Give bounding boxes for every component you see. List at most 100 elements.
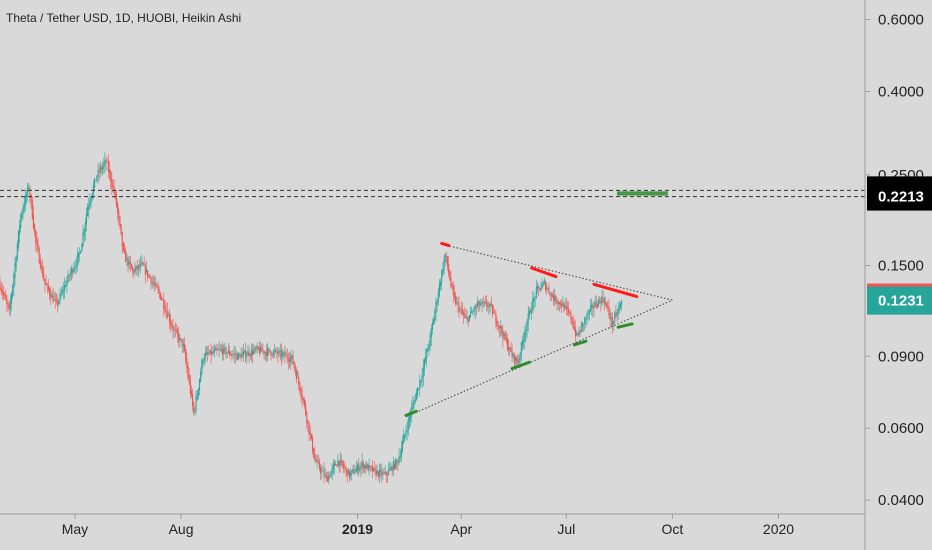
candle-body [105,160,107,162]
candle-body [528,309,530,316]
resistance-trend-segment[interactable] [530,266,558,279]
price-tick-label: 0.0900 [878,348,924,365]
candle-body [226,352,228,354]
candle-body [579,332,581,333]
candle-body [416,387,419,395]
candle-body [500,326,502,329]
price-tick-label: 0.1500 [878,258,924,275]
candle-body [59,293,61,302]
candle-body [426,349,428,359]
time-axis[interactable]: May Aug 2019 Apr Jul Oct 2020 [62,514,795,537]
candle-body [196,393,198,400]
candle-body [252,351,254,355]
candle-body [397,460,399,464]
candle-body [420,379,422,383]
candle-body [581,322,583,327]
candle-body [443,259,445,271]
candle-body [425,357,427,362]
candle-body [249,355,251,357]
candle-body [467,317,469,322]
candle-body [347,469,349,475]
candle-body [422,366,424,378]
candle-body [53,299,55,301]
candle-body [52,295,54,303]
candle-body [489,303,491,305]
candle-body [133,269,135,274]
candle-body [84,221,86,232]
candle-body [359,468,361,470]
candle-body [461,309,464,314]
candle-body [23,204,25,210]
resistance-trend-segment[interactable] [440,241,451,247]
candle-body [300,389,302,397]
triangle-lower-line[interactable] [405,299,673,418]
candle-body [541,284,543,289]
candle-body [309,431,311,436]
candle-body [406,429,408,433]
candle-body [141,262,143,265]
candle-body [618,306,620,311]
candle-body [136,266,138,270]
candle-body [448,264,450,274]
candle-body [509,347,511,350]
candle-body [4,293,6,296]
candle-body [278,351,280,355]
resistance-trend-segment[interactable] [592,282,639,299]
candle-body [36,239,38,246]
candle-body [614,314,616,323]
time-tick-label: 2020 [763,521,794,537]
candle-body [351,470,353,474]
candle-body [22,207,24,214]
candle-body [418,388,420,390]
candle-body [542,282,544,286]
price-tag-label: 0.1231 [878,293,924,310]
candle-body [413,400,415,405]
candle-body [51,294,53,298]
candle-body [118,210,120,220]
candle-body [94,178,96,188]
candle-body [353,469,355,474]
candle-body [239,354,241,356]
triangle-upper-line[interactable] [442,243,673,301]
candle-body [174,329,176,331]
highlight-box[interactable] [617,191,668,196]
candle-body [247,351,249,356]
support-trend-segment[interactable] [404,409,418,417]
candle-body [360,465,362,469]
candle-body [159,292,161,300]
support-trend-segment[interactable] [572,339,588,347]
candle-body [354,472,356,473]
support-trend-segment[interactable] [510,360,531,370]
candle-body [451,283,453,288]
candle-body [269,349,271,353]
candle-body [188,374,190,383]
candle-body [38,248,40,264]
support-trend-segment[interactable] [616,322,634,329]
candle-body [341,461,344,466]
time-tick-label: Jul [557,521,575,537]
candle-body [156,284,158,288]
candle-body [446,256,449,267]
candle-body [438,283,440,296]
candle-body [186,358,188,369]
candle-body [96,175,98,181]
candle-body [87,206,89,217]
candle-body [377,471,379,477]
candle-body [175,329,178,331]
candle-body [79,253,81,255]
candle-body [378,469,380,476]
candle-body [32,213,34,229]
time-tick-label: May [62,521,88,537]
candle-body [193,402,195,414]
candle-body [122,243,124,251]
candle-body [88,204,90,210]
candle-body [258,348,261,354]
candle-body [486,302,488,307]
candle-body [270,351,272,356]
candle-body [529,311,532,313]
candle-body [76,255,78,266]
candle-body [279,350,281,352]
candle-body [262,350,264,352]
candle-body [233,353,235,355]
candle-body [524,333,526,341]
